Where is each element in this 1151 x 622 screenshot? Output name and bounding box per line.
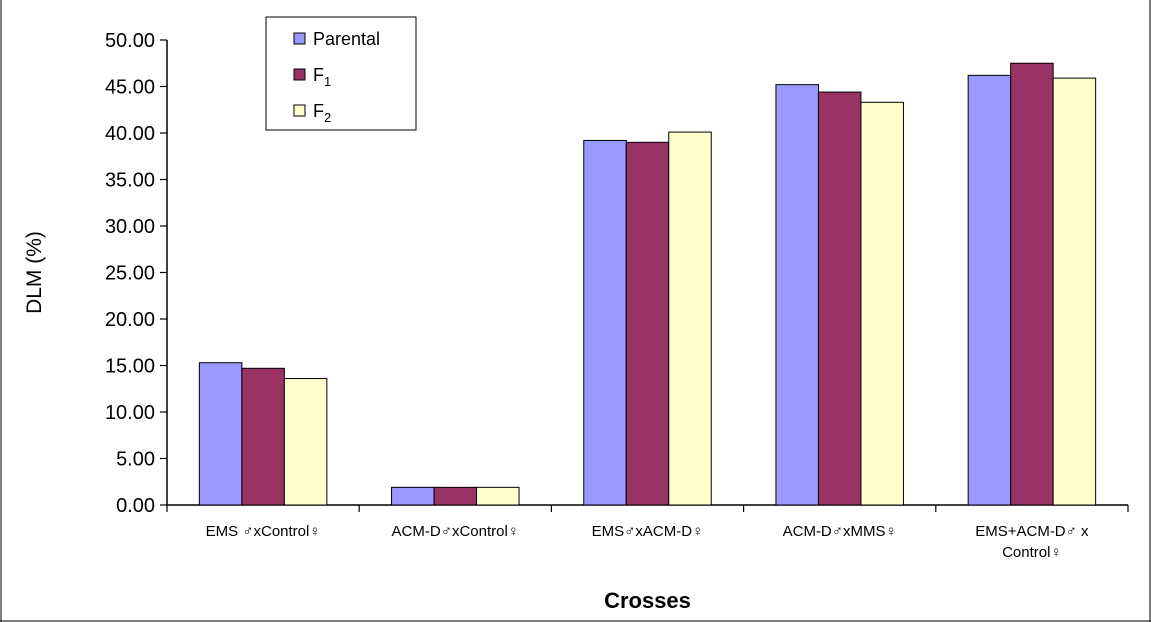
y-tick-label: 15.00 xyxy=(105,356,155,378)
x-category-label: ACM-D♂xMMS♀ xyxy=(783,523,897,540)
bar xyxy=(1010,62,1054,506)
x-category-label: EMS♂xACM-D♀ xyxy=(592,523,704,540)
bar xyxy=(860,101,904,506)
bar xyxy=(583,139,627,506)
bar xyxy=(775,84,819,506)
y-axis: 0.00 5.00 10.00 15.00 20.00 25.00 30.00 35.00 40… xyxy=(105,30,168,517)
y-tick-label: 40.00 xyxy=(105,123,155,145)
y-tick-label: 35.00 xyxy=(105,170,155,192)
legend-swatch xyxy=(293,68,306,81)
x-axis: EMS ♂xControl♀ ACM-D♂xControl♀ EMS♂xACM-D♀… xyxy=(166,504,1129,561)
y-tick-label: 50.00 xyxy=(105,30,155,52)
y-tick-label: 20.00 xyxy=(105,309,155,331)
bar xyxy=(283,378,328,506)
x-category-label: ACM-D♂xControl♀ xyxy=(392,523,520,540)
bars xyxy=(198,62,1097,506)
bar xyxy=(198,362,243,506)
x-axis-title: Crosses xyxy=(604,588,691,613)
bar xyxy=(433,486,478,506)
y-tick-label: 45.00 xyxy=(105,77,155,99)
y-tick-label: 10.00 xyxy=(105,402,155,424)
x-category-label: EMS ♂xControl♀ xyxy=(206,523,321,540)
bar xyxy=(1052,77,1097,506)
legend-swatch xyxy=(293,104,306,117)
bar xyxy=(817,91,862,506)
bar xyxy=(625,141,670,506)
y-axis-title: DLM (%) xyxy=(23,231,46,314)
bar xyxy=(476,486,520,506)
legend-box xyxy=(265,16,417,131)
bar xyxy=(668,131,712,506)
legend-swatch xyxy=(293,32,306,45)
x-category-label: Control♀ xyxy=(1002,544,1062,561)
y-tick-label: 0.00 xyxy=(116,495,155,517)
y-tick-label: 30.00 xyxy=(105,216,155,238)
bar xyxy=(241,367,285,506)
y-tick-label: 5.00 xyxy=(116,449,155,471)
bar xyxy=(967,74,1012,506)
bar xyxy=(391,486,435,506)
legend-label: Parental xyxy=(313,29,380,49)
y-tick-label: 25.00 xyxy=(105,263,155,285)
x-category-label: EMS+ACM-D♂ x xyxy=(975,523,1089,540)
